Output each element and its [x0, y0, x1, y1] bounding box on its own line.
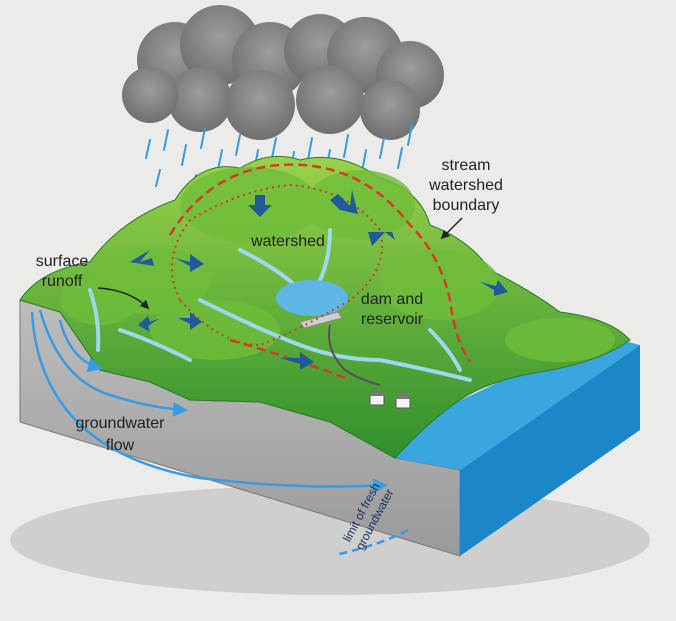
leader-boundary	[440, 217, 463, 240]
reservoir	[276, 280, 348, 316]
dam	[299, 311, 343, 329]
label: reservoir	[361, 311, 424, 328]
label: watershed	[250, 233, 325, 250]
runoff-arrows	[130, 190, 508, 370]
label: watershed	[428, 177, 503, 194]
fresh-limit	[334, 528, 409, 557]
label: dam and	[361, 291, 423, 308]
sea-top	[395, 332, 640, 470]
label: runoff	[42, 273, 83, 290]
label: stream	[442, 157, 491, 174]
sea-face	[460, 345, 640, 556]
label: surface	[36, 253, 89, 270]
label: boundary	[433, 197, 500, 214]
stream-boundary	[168, 163, 472, 363]
houses	[368, 388, 412, 409]
label: groundwater	[76, 415, 166, 432]
road	[328, 324, 381, 386]
leader-runoff	[97, 287, 150, 310]
boundary-lower	[229, 338, 351, 382]
clouds	[122, 5, 444, 140]
watershed-boundary	[171, 183, 383, 347]
groundwater-arrows	[30, 309, 388, 494]
label: flow	[106, 437, 135, 454]
